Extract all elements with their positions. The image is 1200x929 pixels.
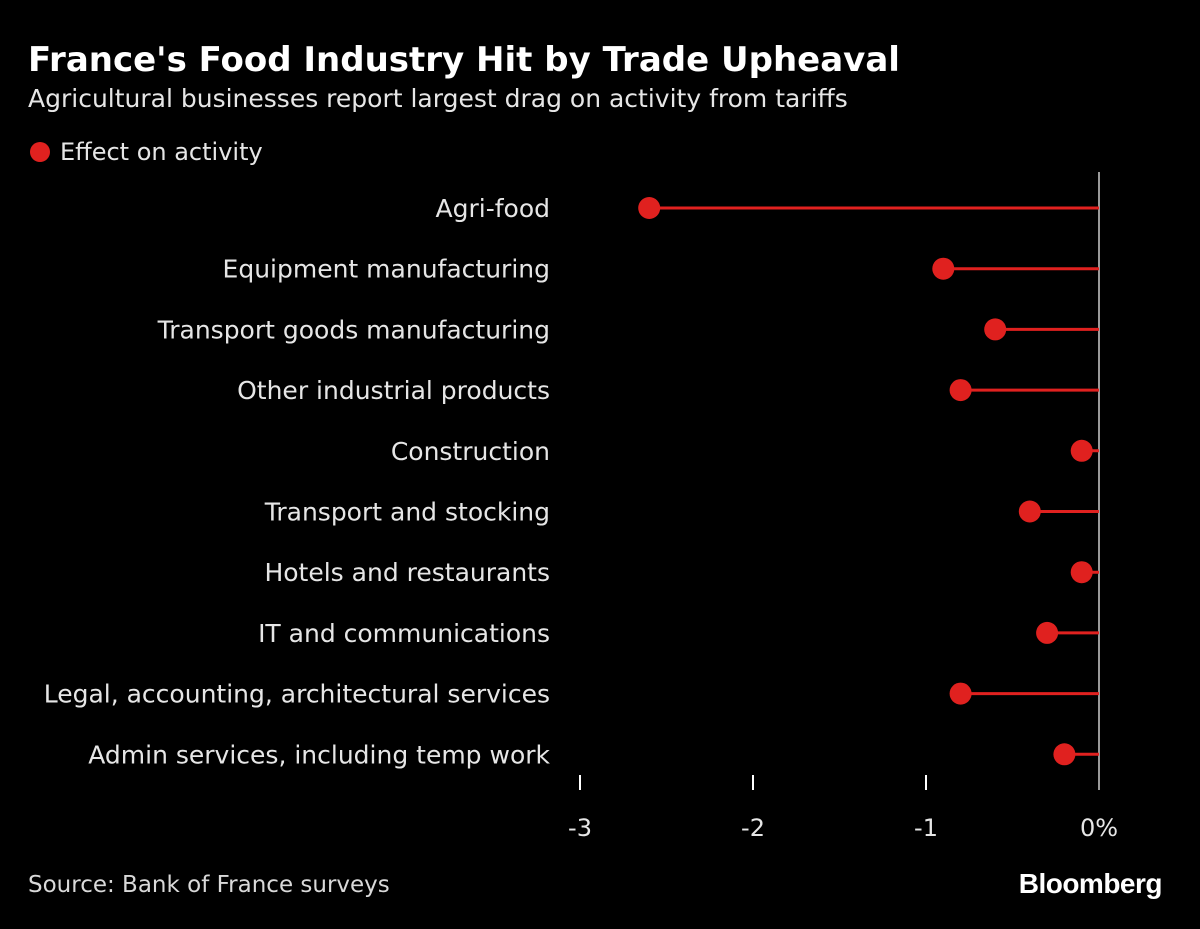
x-tick-label: -2 xyxy=(741,814,765,842)
chart-title: France's Food Industry Hit by Trade Uphe… xyxy=(28,40,900,80)
chart-subtitle: Agricultural businesses report largest d… xyxy=(28,84,848,113)
category-label: Hotels and restaurants xyxy=(264,558,550,587)
category-label: Transport goods manufacturing xyxy=(157,315,550,344)
lollipop-dot xyxy=(949,682,972,705)
legend-marker xyxy=(30,142,50,162)
category-label: Legal, accounting, architectural service… xyxy=(44,680,550,709)
legend-label: Effect on activity xyxy=(60,138,263,166)
category-label: Other industrial products xyxy=(237,376,550,405)
lollipop-dot xyxy=(1070,439,1093,462)
category-label: IT and communications xyxy=(258,619,550,648)
lollipop-dot xyxy=(1070,561,1093,584)
category-label: Agri-food xyxy=(436,194,550,223)
category-label: Construction xyxy=(391,437,550,466)
lollipop-dot xyxy=(1018,500,1041,523)
source-note: Source: Bank of France surveys xyxy=(28,872,390,898)
x-tick-label: 0% xyxy=(1080,814,1118,842)
bloomberg-logo: Bloomberg xyxy=(1018,868,1163,899)
category-label: Admin services, including temp work xyxy=(88,740,550,769)
lollipop-dot xyxy=(1053,743,1076,766)
lollipop-dot xyxy=(932,257,955,280)
x-tick-label: -3 xyxy=(568,814,592,842)
x-tick-label: -1 xyxy=(914,814,938,842)
lollipop-dot xyxy=(1036,621,1059,644)
lollipop-dot xyxy=(984,318,1007,341)
lollipop-dot xyxy=(949,379,972,402)
category-label: Transport and stocking xyxy=(264,498,550,527)
legend: Effect on activity xyxy=(30,138,263,166)
category-label: Equipment manufacturing xyxy=(223,255,550,284)
lollipop-dot xyxy=(638,197,661,219)
